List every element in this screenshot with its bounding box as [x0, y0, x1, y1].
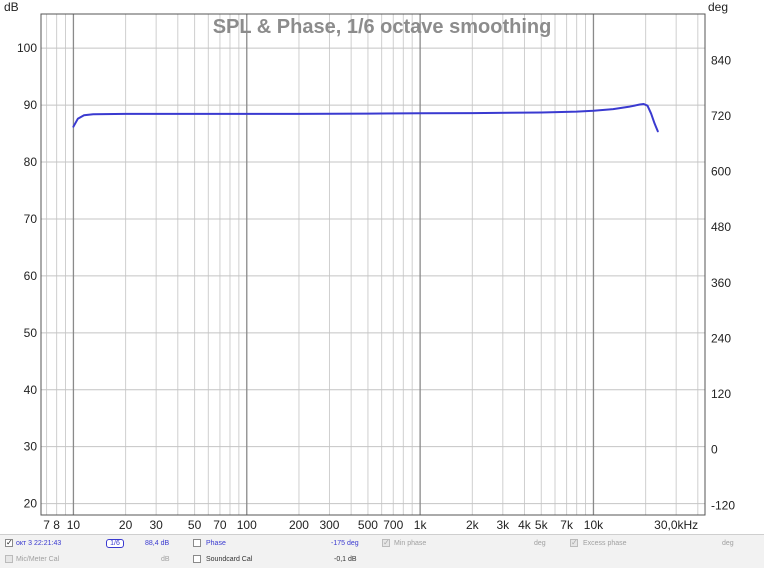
- measurement-checkbox[interactable]: [5, 539, 13, 547]
- min-phase-label: Min phase: [394, 540, 427, 547]
- x-tick-label: 700: [383, 518, 403, 532]
- x-tick-label: 20: [119, 518, 133, 532]
- y-tick-label: 50: [24, 326, 38, 340]
- phase-label: Phase: [206, 540, 226, 547]
- y2-tick-label: 840: [711, 53, 731, 67]
- y2-tick-label: 240: [711, 331, 731, 345]
- x-tick-label: 5k: [535, 518, 549, 532]
- excess-phase-label: Excess phase: [583, 540, 627, 547]
- y-tick-label: 60: [24, 269, 38, 283]
- y2-tick-label: 120: [711, 387, 731, 401]
- x-tick-label: 50: [188, 518, 202, 532]
- soundcard-cal-label: Soundcard Cal: [206, 556, 253, 563]
- legend-panel: окт 3 22:21:43 1/6 88,4 dB Phase -175 de…: [0, 534, 764, 568]
- x-tick-label: 8: [53, 518, 60, 532]
- x-tick-label: 70: [213, 518, 227, 532]
- excess-phase-checkbox[interactable]: [570, 539, 578, 547]
- x-tick-label: 10: [67, 518, 81, 532]
- x-tick-label: 30,0kHz: [654, 518, 698, 532]
- chart-title: SPL & Phase, 1/6 octave smoothing: [213, 16, 552, 38]
- x-tick-label: 3k: [496, 518, 510, 532]
- smoothing-badge[interactable]: 1/6: [106, 539, 124, 548]
- y2-tick-label: 360: [711, 276, 731, 290]
- phase-value: -175 deg: [331, 540, 359, 547]
- x-tick-label: 200: [289, 518, 309, 532]
- excess-phase-unit: deg: [722, 540, 734, 547]
- y2-tick-label: 720: [711, 109, 731, 123]
- spl-phase-chart: 7 8 10 20 30 50 70 100 200 300 500 700 1k 2k 3k 4k 5k 7k 1…: [4, 0, 735, 532]
- mic-cal-checkbox[interactable]: [5, 555, 13, 563]
- min-phase-checkbox[interactable]: [382, 539, 390, 547]
- y-tick-label: 100: [17, 41, 37, 55]
- x-tick-label: 7: [43, 518, 50, 532]
- y2-tick-label: 600: [711, 165, 731, 179]
- mic-cal-unit: dB: [161, 556, 170, 563]
- y-tick-label: 40: [24, 383, 38, 397]
- x-tick-label: 1k: [414, 518, 428, 532]
- y-axis-unit-right: deg: [708, 0, 728, 14]
- x-tick-label: 2k: [466, 518, 480, 532]
- x-tick-label: 100: [237, 518, 257, 532]
- y-tick-label: 20: [24, 497, 38, 511]
- y2-tick-label: -120: [711, 498, 735, 512]
- y-tick-label: 80: [24, 155, 38, 169]
- x-tick-label: 10k: [584, 518, 604, 532]
- y-axis-unit-left: dB: [4, 0, 19, 14]
- y-tick-label: 30: [24, 440, 38, 454]
- x-tick-label: 4k: [518, 518, 532, 532]
- plot-border: [40, 13, 706, 516]
- x-tick-label: 30: [149, 518, 163, 532]
- y-tick-label: 90: [24, 98, 38, 112]
- plot-area: [41, 14, 705, 515]
- x-tick-label: 500: [358, 518, 378, 532]
- spl-series-line: [72, 103, 659, 133]
- y2-tick-label: 0: [711, 443, 718, 457]
- y2-tick-label: 480: [711, 220, 731, 234]
- y-tick-label: 70: [24, 212, 38, 226]
- soundcard-cal-value: -0,1 dB: [334, 556, 357, 563]
- mic-cal-label: Mic/Meter Cal: [16, 556, 60, 563]
- x-tick-label: 300: [319, 518, 339, 532]
- phase-checkbox[interactable]: [193, 539, 201, 547]
- soundcard-cal-checkbox[interactable]: [193, 555, 201, 563]
- measurement-label[interactable]: окт 3 22:21:43: [16, 540, 62, 547]
- min-phase-unit: deg: [534, 540, 546, 547]
- spl-value: 88,4 dB: [145, 540, 170, 547]
- x-tick-label: 7k: [560, 518, 574, 532]
